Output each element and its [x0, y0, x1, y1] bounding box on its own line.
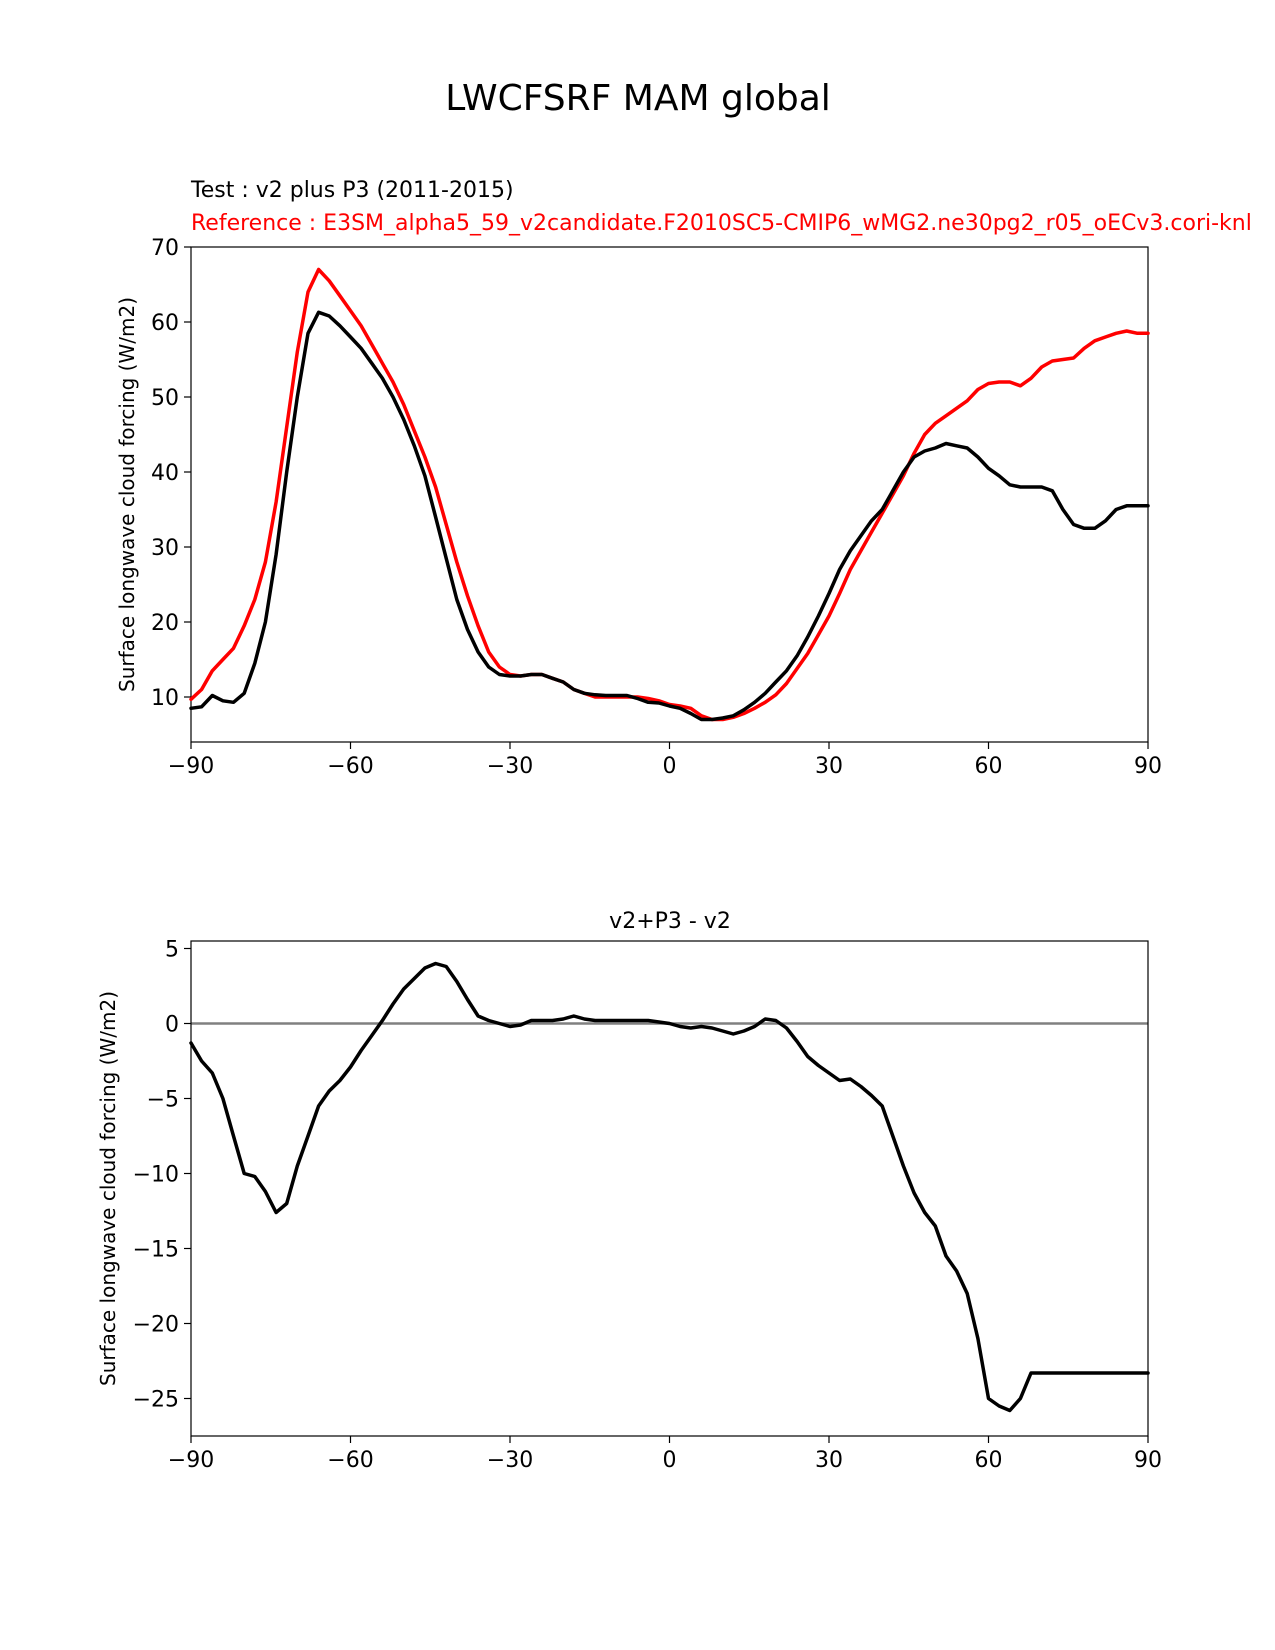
top-x-tick-label: −30: [487, 754, 533, 779]
top-x-tick-label: 90: [1134, 754, 1162, 779]
bottom-x-tick-label: 0: [663, 1448, 677, 1473]
bottom-x-tick-label: 90: [1134, 1448, 1162, 1473]
top-x-tick-label: −90: [168, 754, 214, 779]
bottom-x-tick-label: −90: [168, 1448, 214, 1473]
bottom-title: v2+P3 - v2: [609, 909, 731, 934]
figure-title: LWCFSRF MAM global: [445, 78, 831, 119]
reference-label: Reference : E3SM_alpha5_59_v2candidate.F…: [191, 211, 1252, 236]
bottom-y-tick-label: −20: [133, 1313, 179, 1338]
bottom-y-tick-label: 0: [165, 1013, 179, 1038]
bottom-x-tick-label: −30: [487, 1448, 533, 1473]
top-y-tick-label: 30: [151, 536, 179, 561]
top-plot-frame: [190, 246, 1149, 743]
bottom-series-group: [189, 961, 1150, 1413]
bottom-difference-line: [189, 961, 1150, 1413]
bottom-panel: v2+P3 - v2 −90 −60 −30 0 30 60 90 5 0 −5 −10 −15 −20…: [96, 909, 1162, 1473]
top-y-tick-label: 40: [151, 461, 179, 486]
bottom-y-tick-label: −10: [133, 1163, 179, 1188]
test-label: Test : v2 plus P3 (2011-2015): [190, 178, 514, 203]
top-y-tick-label: 10: [151, 686, 179, 711]
bottom-x-tick-label: 60: [975, 1448, 1003, 1473]
top-series-group: [189, 267, 1150, 722]
top-panel: Test : v2 plus P3 (2011-2015) Reference …: [115, 178, 1252, 779]
top-test-line: [189, 310, 1150, 722]
top-y-axis-label: Surface longwave cloud forcing (W/m2): [115, 297, 139, 692]
bottom-y-tick-label: −25: [133, 1388, 179, 1413]
bottom-y-tick-label: 5: [165, 938, 179, 963]
bottom-y-axis-label: Surface longwave cloud forcing (W/m2): [96, 991, 120, 1386]
top-reference-line: [189, 267, 1150, 722]
top-x-tick-label: −60: [327, 754, 373, 779]
bottom-plot-frame: [190, 940, 1149, 1437]
bottom-y-tick-label: −15: [133, 1238, 179, 1263]
top-x-tick-label: 30: [815, 754, 843, 779]
bottom-x-tick-label: 30: [815, 1448, 843, 1473]
bottom-y-tick-label: −5: [147, 1088, 179, 1113]
top-y-tick-label: 60: [151, 311, 179, 336]
top-x-tick-label: 60: [975, 754, 1003, 779]
bottom-x-tick-label: −60: [327, 1448, 373, 1473]
top-x-tick-label: 0: [663, 754, 677, 779]
top-y-tick-label: 70: [151, 236, 179, 261]
top-y-tick-label: 50: [151, 386, 179, 411]
top-y-tick-label: 20: [151, 611, 179, 636]
top-axes: −90 −60 −30 0 30 60 90 10 20 30 40 50 60 70: [151, 236, 1162, 779]
